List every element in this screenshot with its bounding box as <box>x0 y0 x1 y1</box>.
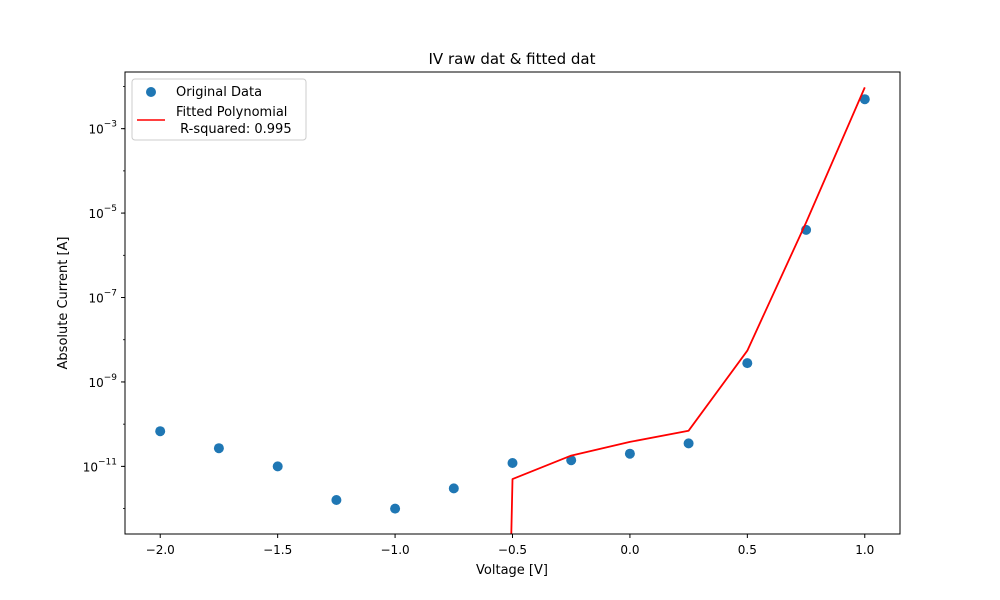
x-tick-label: 0.0 <box>620 543 639 557</box>
data-point <box>566 455 577 466</box>
data-point <box>683 438 694 449</box>
fitted-line <box>510 87 866 535</box>
data-point <box>213 443 224 454</box>
data-point <box>507 458 518 468</box>
y-tick-label: 10−3 <box>88 120 117 137</box>
x-tick-label: −0.5 <box>498 543 527 557</box>
data-point <box>859 94 870 105</box>
x-tick-label: −1.0 <box>381 543 410 557</box>
data-point <box>624 448 635 459</box>
data-point <box>448 483 459 494</box>
y-axis: 10−11 10−9 10−7 10−5 10−3 <box>83 86 125 509</box>
legend: Original Data Fitted Polynomial R-square… <box>131 78 307 141</box>
y-tick-label: 10−7 <box>88 289 117 306</box>
data-point <box>742 358 753 369</box>
y-tick-label: 10−9 <box>88 373 117 390</box>
chart-title: IV raw dat & fitted dat <box>429 50 596 68</box>
legend-label-fitted-line-2: R-squared: 0.995 <box>176 122 292 137</box>
plot-area <box>155 87 870 535</box>
y-axis-label: Absolute Current [A] <box>56 237 71 370</box>
legend-label-fitted-line-1: Fitted Polynomial <box>176 105 287 120</box>
x-tick-label: 0.5 <box>738 543 757 557</box>
x-axis-label: Voltage [V] <box>476 563 548 578</box>
x-tick-label: −2.0 <box>146 543 175 557</box>
y-tick-label: 10−5 <box>88 204 117 221</box>
x-tick-label: −1.5 <box>263 543 292 557</box>
legend-label-original-data: Original Data <box>176 85 262 100</box>
data-point <box>272 461 283 472</box>
data-point <box>390 503 401 514</box>
legend-marker-original-data <box>146 87 156 97</box>
y-tick-label: 10−11 <box>83 457 117 474</box>
x-tick-label: 1.0 <box>855 543 874 557</box>
legend-box <box>131 78 307 141</box>
legend-label-fitted-polynomial: Fitted Polynomial R-squared: 0.995 <box>176 105 292 137</box>
data-point <box>155 426 166 437</box>
data-point <box>331 495 342 505</box>
x-axis: −2.0 −1.5 −1.0 −0.5 0.0 0.5 1.0 <box>146 534 874 557</box>
